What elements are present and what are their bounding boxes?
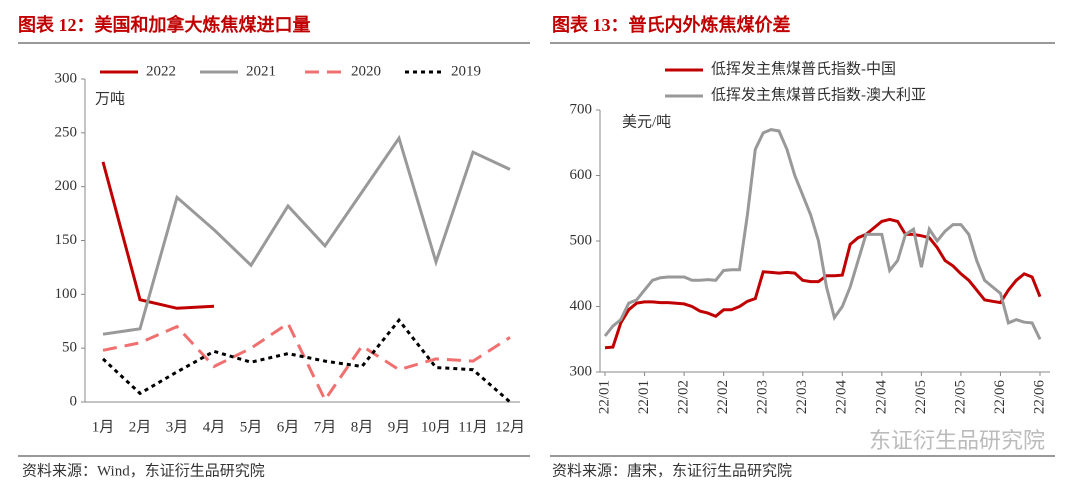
y-tick-label: 200 (55, 178, 78, 194)
x-tick-label: 11月 (458, 419, 487, 435)
y-axis-label: 万吨 (95, 90, 125, 107)
y-tick-label: 100 (55, 286, 78, 302)
series-line (102, 134, 511, 336)
x-tick-label: 2月 (129, 419, 152, 435)
legend-label: 2021 (246, 63, 276, 79)
legend-label: 2022 (146, 63, 176, 79)
x-tick-label: 1月 (92, 419, 115, 435)
x-tick-label: 12月 (495, 419, 525, 435)
x-tick-label: 9月 (388, 419, 411, 435)
x-tick-label: 22/01 (596, 380, 612, 414)
chart-title: 图表 12：美国和加拿大炼焦煤进口量 (18, 14, 311, 35)
x-tick-label: 22/04 (873, 380, 889, 415)
x-tick-label: 22/05 (913, 380, 929, 414)
x-tick-label: 8月 (351, 419, 374, 435)
x-tick-label: 5月 (240, 419, 263, 435)
x-tick-label: 22/02 (676, 380, 692, 414)
x-tick-label: 22/02 (715, 380, 731, 414)
watermark: 东证衍生品研究院 (869, 428, 1045, 453)
legend-label: 2020 (351, 63, 381, 79)
y-tick-label: 700 (570, 101, 593, 117)
x-tick-label: 22/01 (636, 380, 652, 414)
x-tick-label: 22/05 (952, 380, 968, 414)
x-tick-label: 4月 (203, 419, 226, 435)
x-tick-label: 22/06 (1031, 380, 1047, 415)
x-tick-label: 22/06 (992, 380, 1008, 415)
legend-label: 2019 (451, 63, 481, 79)
y-tick-label: 300 (55, 70, 78, 86)
y-tick-label: 600 (570, 167, 593, 183)
series-line (102, 321, 511, 403)
x-tick-label: 22/04 (834, 380, 850, 415)
x-tick-label: 22/03 (794, 380, 810, 414)
chart-title: 图表 13：普氏内外炼焦煤价差 (552, 14, 791, 35)
series-line (101, 161, 215, 310)
x-tick-label: 3月 (166, 419, 189, 435)
series-line (603, 128, 1042, 340)
y-tick-label: 400 (570, 298, 593, 314)
x-tick-label: 6月 (277, 419, 300, 435)
y-tick-label: 500 (570, 232, 593, 248)
legend-label: 低挥发主焦煤普氏指数-澳大利亚 (711, 86, 926, 103)
x-tick-label: 10月 (421, 419, 451, 435)
y-tick-label: 300 (570, 363, 593, 379)
x-tick-label: 22/03 (755, 380, 771, 414)
y-tick-label: 0 (70, 393, 78, 409)
series-line (604, 217, 1042, 350)
source: 资料来源：Wind，东证衍生品研究院 (22, 461, 265, 479)
y-tick-label: 150 (55, 232, 78, 248)
y-tick-label: 50 (62, 340, 77, 356)
y-axis-label: 美元/吨 (622, 113, 671, 130)
source: 资料来源：唐宋，东证衍生品研究院 (552, 461, 792, 479)
x-tick-label: 7月 (314, 419, 337, 435)
y-tick-label: 250 (55, 124, 78, 140)
legend-label: 低挥发主焦煤普氏指数-中国 (711, 60, 896, 77)
